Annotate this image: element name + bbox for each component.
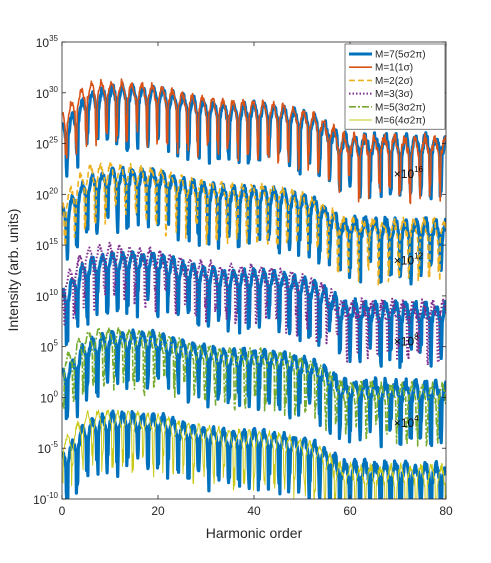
series-line-m-7-5-2- [62,409,446,499]
legend-box [344,43,446,130]
series-line-m-5-3-2- [62,326,446,447]
y-tick-label: 1015 [36,237,59,253]
legend-label: M=5(3σ2π) [375,102,426,113]
y-tick-label: 105 [40,339,58,355]
legend-label: M=6(4σ2π) [375,116,426,127]
series-line-m-7-5-2- [62,328,446,449]
scale-annotation: ×1012 [394,251,424,267]
legend-label: M=7(5σ2π) [375,50,426,61]
y-tick-label: 1010 [36,288,59,304]
y-tick-label: 10-5 [38,440,59,456]
series-line-m-1-1- [62,78,446,205]
legend-label: M=2(2σ) [375,76,413,87]
y-tick-label: 100 [40,389,58,405]
x-tick-label: 20 [151,504,165,518]
axis-layer: 0 20 40 60 80 1035 1030 1025 1020 1015 1010 105 100 1… [33,34,453,518]
y-tick-label: 1025 [36,136,59,152]
x-tick-label: 60 [343,504,357,518]
series-layer [62,78,446,499]
series-line-m-7-5-2- [62,250,446,369]
y-tick-label: 1035 [36,34,59,50]
y-axis-title: Intensity (arb. units) [5,209,21,332]
x-tick-label: 40 [247,504,261,518]
series-line-m-6-4-2- [62,409,446,499]
y-tick-label: 1020 [36,186,59,202]
scale-annotation: ×1016 [394,165,424,181]
x-tick-label: 80 [439,504,453,518]
y-tick-label: 10-10 [33,491,58,507]
scale-annotation: ×104 [394,414,419,430]
x-tick-label: 0 [59,504,66,518]
legend-label: M=3(3σ) [375,89,413,100]
legend: M=7(5σ2π) M=1(1σ) M=2(2σ) M=3(3σ) M=5(3σ2π) M… [344,43,446,130]
scale-annotations: ×1016 ×1012 ×108 ×104 [394,165,424,430]
y-tick-label: 1030 [36,85,59,101]
series-line-m-2-2- [62,160,446,287]
scale-annotation: ×108 [394,333,419,349]
legend-label: M=1(1σ) [375,63,413,74]
x-axis-title: Harmonic order [206,525,303,541]
